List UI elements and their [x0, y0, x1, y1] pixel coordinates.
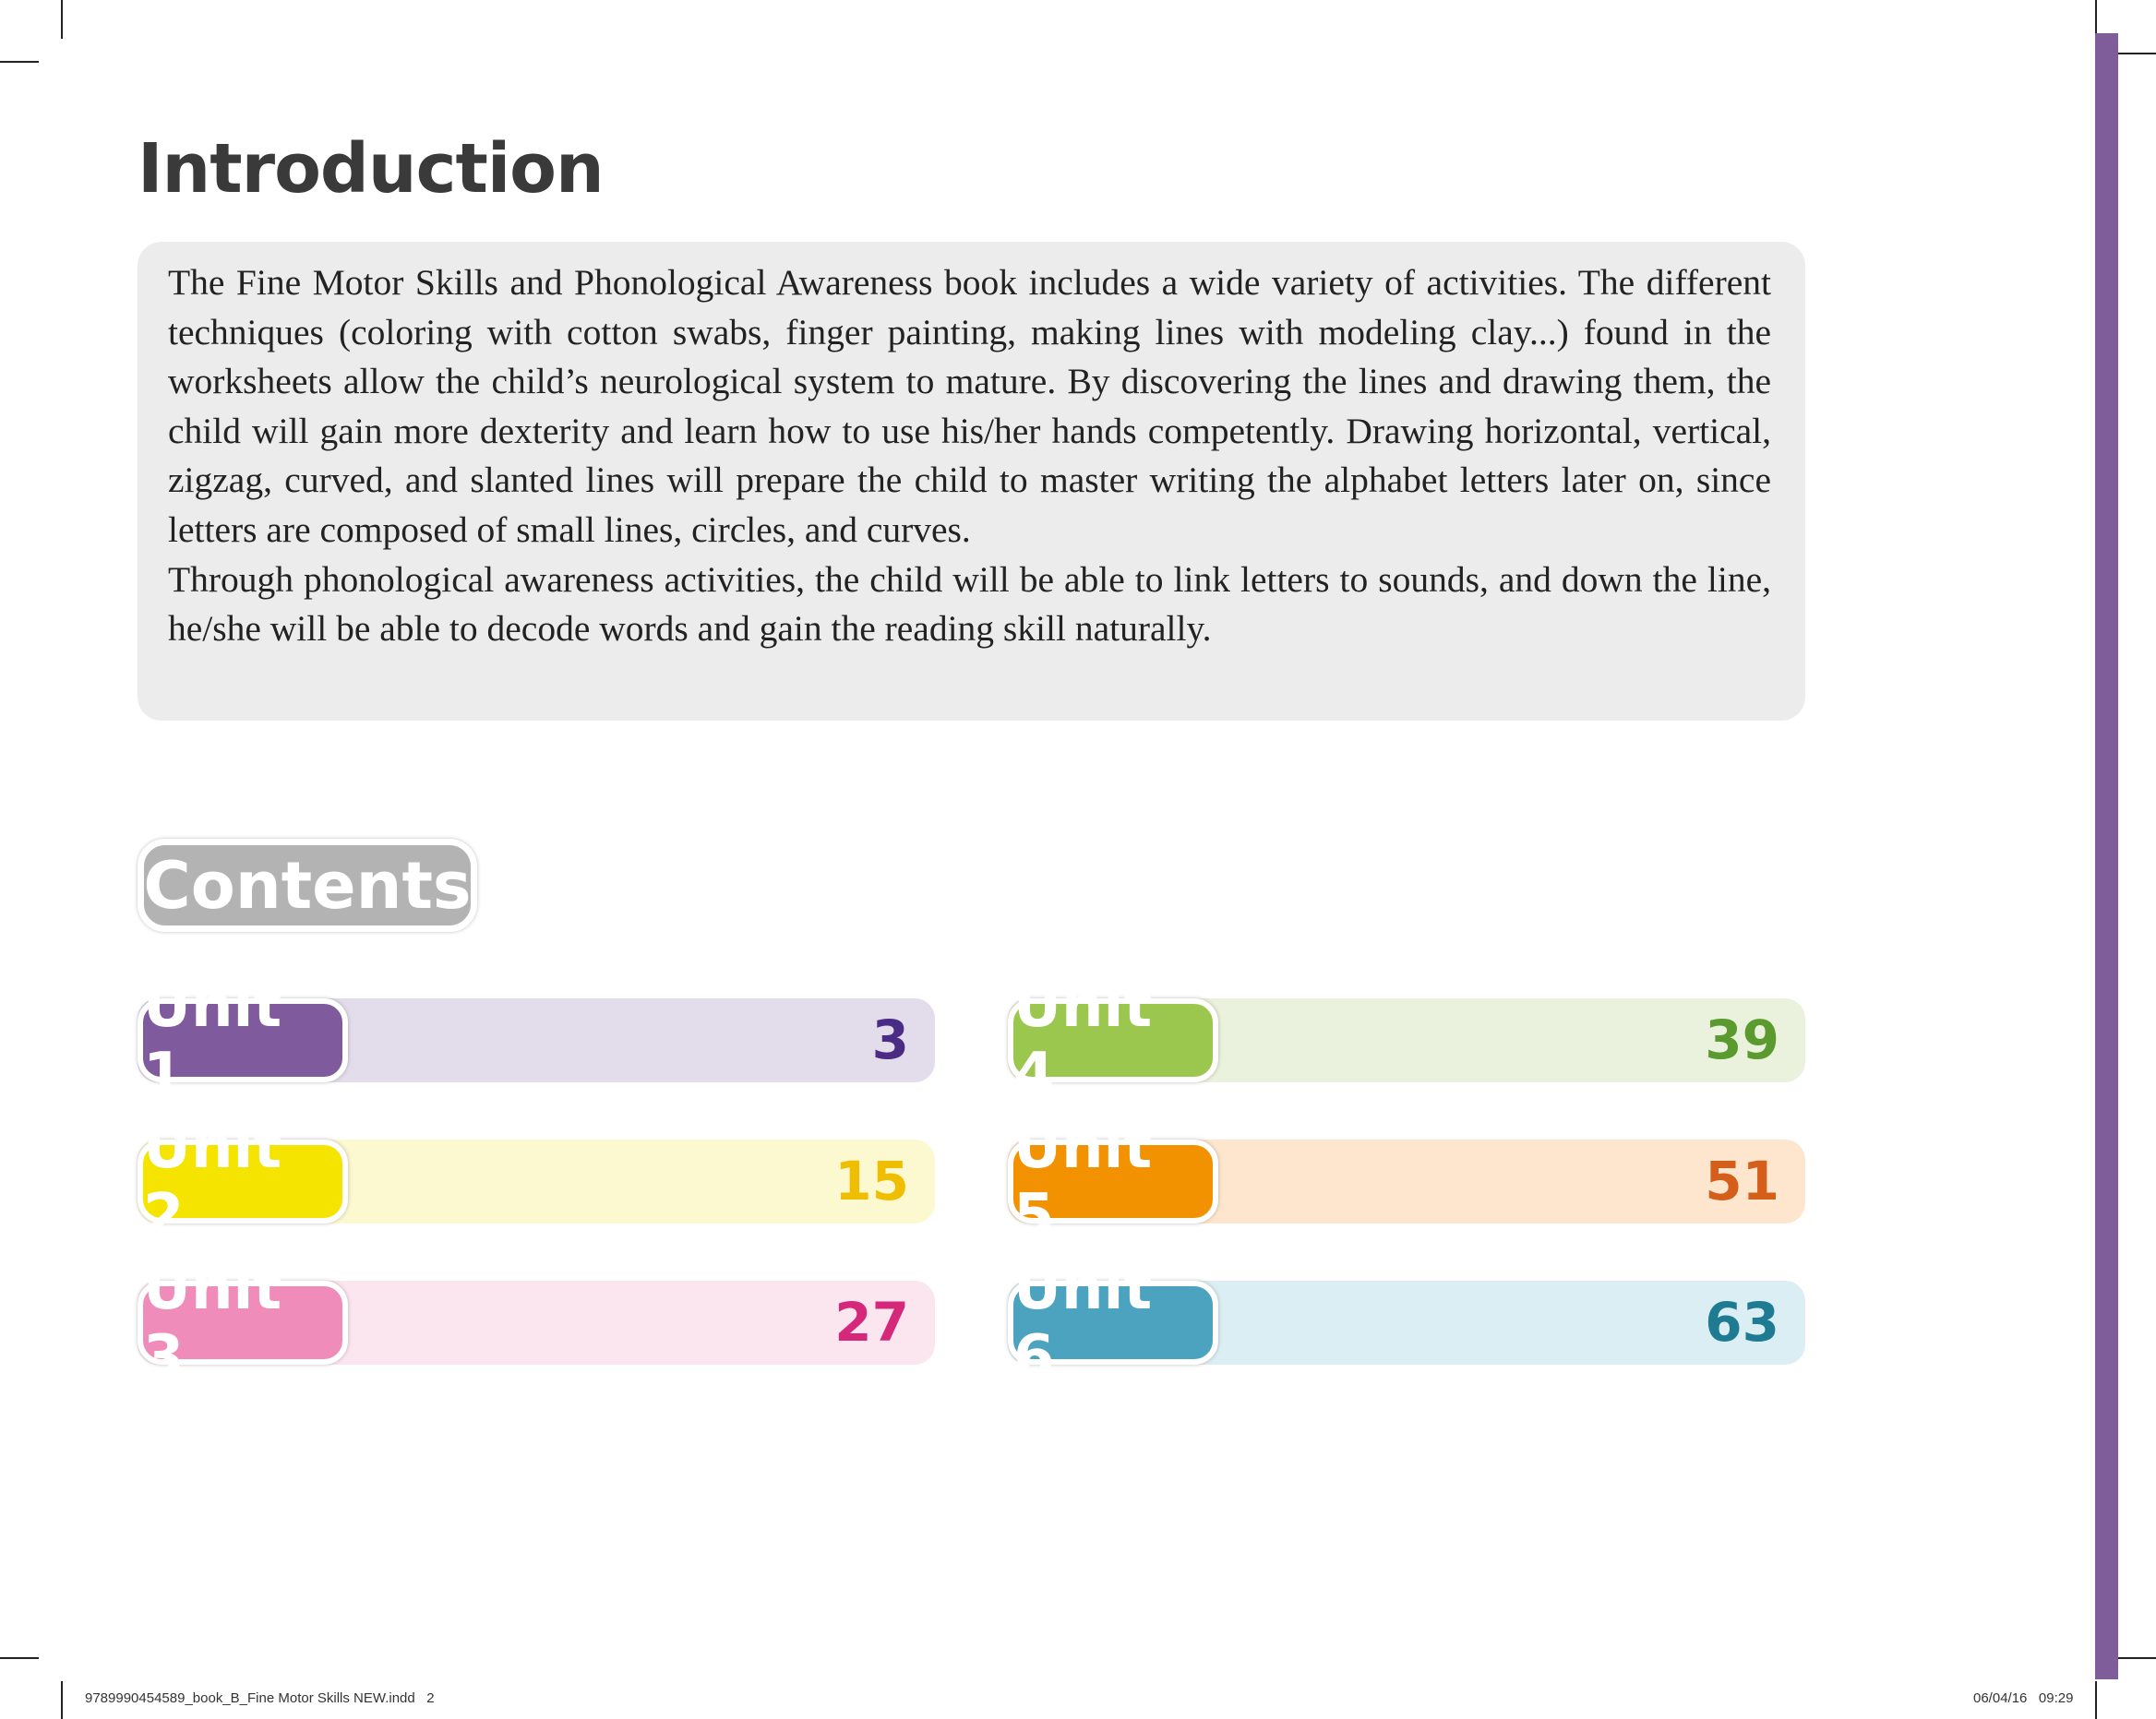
page-title: Introduction — [138, 129, 605, 209]
unit-page-number: 63 — [1705, 1291, 1779, 1354]
crop-mark — [2118, 1657, 2156, 1659]
contents-unit-row[interactable]: Unit 5 51 — [1008, 1114, 1805, 1250]
unit-page-number: 15 — [834, 1150, 909, 1212]
page-edge-strip — [2095, 33, 2118, 1679]
crop-mark — [61, 0, 63, 39]
unit-page-number: 3 — [871, 1009, 909, 1071]
unit-page-number: 27 — [834, 1291, 909, 1354]
unit-badge: Unit 6 — [1008, 1255, 1218, 1391]
intro-paragraph: The Fine Motor Skills and Phonological A… — [168, 262, 1771, 550]
footer-datetime: 06/04/16 09:29 — [1973, 1690, 2074, 1706]
unit-badge: Unit 4 — [1008, 973, 1218, 1109]
contents-unit-row[interactable]: Unit 2 15 — [138, 1114, 935, 1250]
contents-heading: Contents — [138, 839, 477, 932]
crop-mark — [0, 1657, 39, 1659]
unit-page-number: 39 — [1705, 1009, 1779, 1071]
intro-box: The Fine Motor Skills and Phonological A… — [138, 242, 1805, 721]
crop-mark — [2095, 0, 2097, 33]
contents-unit-row[interactable]: Unit 4 39 — [1008, 973, 1805, 1109]
unit-badge: Unit 3 — [138, 1255, 348, 1391]
crop-mark — [2118, 53, 2156, 54]
unit-page-number: 51 — [1705, 1150, 1779, 1212]
crop-mark — [0, 61, 39, 63]
crop-mark — [2095, 1681, 2097, 1719]
unit-badge: Unit 2 — [138, 1114, 348, 1250]
intro-paragraph: Through phonological awareness activitie… — [168, 558, 1771, 650]
contents-unit-row[interactable]: Unit 1 3 — [138, 973, 935, 1109]
crop-mark — [61, 1681, 63, 1719]
contents-unit-row[interactable]: Unit 3 27 — [138, 1255, 935, 1391]
footer-filename: 9789990454589_book_B_Fine Motor Skills N… — [85, 1690, 435, 1706]
contents-unit-row[interactable]: Unit 6 63 — [1008, 1255, 1805, 1391]
unit-badge: Unit 5 — [1008, 1114, 1218, 1250]
unit-badge: Unit 1 — [138, 973, 348, 1109]
